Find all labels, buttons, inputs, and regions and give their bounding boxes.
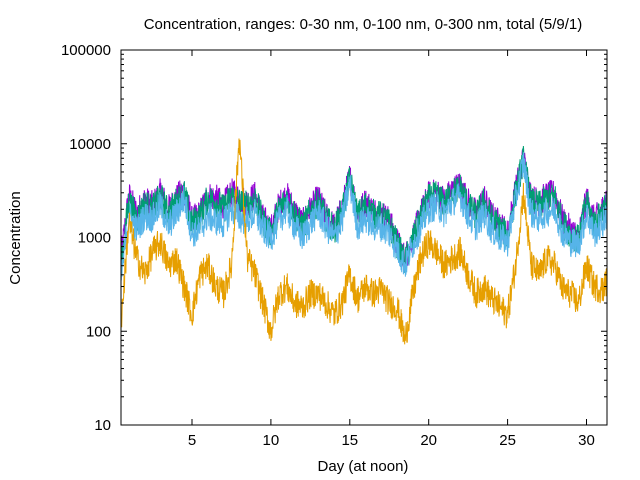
series-layer: [121, 138, 607, 345]
y-tick-label: 100: [86, 323, 111, 340]
y-axis: 10 100 1000 10000 100000: [61, 42, 607, 434]
series-line-2: [121, 145, 607, 273]
series-line-3: [121, 152, 607, 281]
x-tick-label: 15: [341, 432, 358, 449]
y-tick-label: 100000: [61, 42, 111, 59]
x-tick-label: 5: [188, 432, 196, 449]
series-line-4: [121, 138, 607, 345]
x-tick-label: 25: [499, 432, 516, 449]
y-tick-label: 1000: [78, 230, 111, 247]
y-tick-label: 10: [94, 417, 111, 434]
x-tick-label: 30: [578, 432, 595, 449]
x-tick-label: 10: [263, 432, 280, 449]
y-axis-label: Concentration: [7, 191, 24, 284]
chart-title: Concentration, ranges: 0-30 nm, 0-100 nm…: [144, 16, 583, 33]
y-tick-label: 10000: [69, 136, 111, 153]
x-axis-label: Day (at noon): [318, 458, 409, 475]
x-tick-label: 20: [420, 432, 437, 449]
x-axis: 5 10 15 20 25 30: [188, 50, 595, 449]
